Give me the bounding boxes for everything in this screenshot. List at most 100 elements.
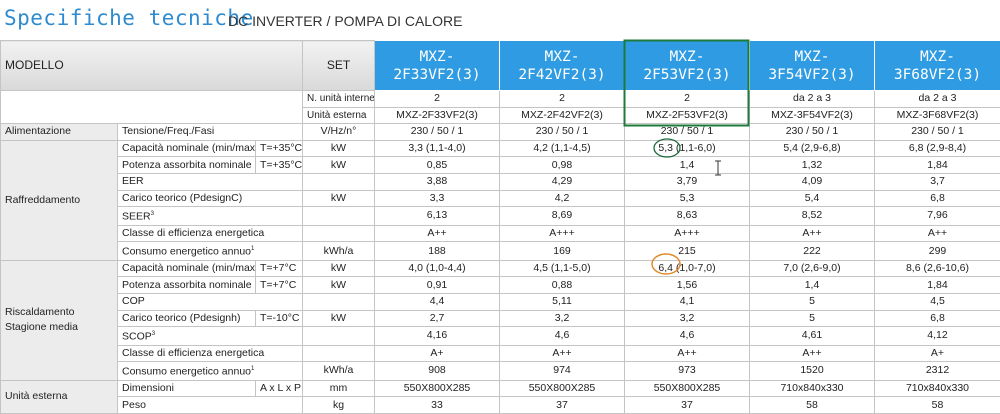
- group-label-line: Riscaldamento: [5, 305, 113, 320]
- model-name-line: 3F68VF2(3): [879, 66, 996, 84]
- parameter-cell: COP: [118, 293, 303, 310]
- footnote-mark: 1: [251, 366, 254, 372]
- spec-value: 2312: [875, 362, 1000, 381]
- footnote-mark: 3: [151, 211, 154, 217]
- header: Specifiche tecniche DC INVERTER / POMPA …: [0, 0, 1000, 40]
- spec-value: 8,52: [750, 207, 875, 226]
- page-title: Specifiche tecniche: [4, 6, 254, 30]
- spec-value: 550X800X285: [625, 380, 750, 397]
- condition: T=+7°C: [256, 277, 303, 294]
- parameter-cell: Potenza assorbita nominale: [118, 277, 256, 294]
- empty-cell: [303, 293, 375, 310]
- model-name-line: MXZ-: [504, 48, 620, 66]
- parameter: Consumo energetico annuo: [122, 246, 251, 258]
- model-header: MXZ-3F54VF2(3): [750, 41, 875, 91]
- empty-cell: [1, 91, 303, 124]
- spec-value: 0,85: [375, 157, 500, 174]
- info-value: 2: [375, 91, 500, 108]
- unit: kW: [303, 140, 375, 157]
- spec-value: A++: [750, 225, 875, 242]
- spec-value: 33: [375, 397, 500, 414]
- parameter-cell: Classe di efficienza energetica: [118, 225, 303, 242]
- model-label: MODELLO: [1, 41, 303, 91]
- empty-cell: [303, 173, 375, 190]
- spec-value: 58: [875, 397, 1000, 414]
- spec-value: 3,2: [500, 310, 625, 327]
- spec-value: 4,5: [875, 293, 1000, 310]
- group-label: Raffreddamento: [1, 140, 118, 260]
- spec-value: 1,4: [625, 157, 750, 174]
- model-header: MXZ-2F53VF2(3): [625, 41, 750, 91]
- spec-value: 8,63: [625, 207, 750, 226]
- parameter: Classe di efficienza energetica: [122, 227, 264, 239]
- parameter-cell: Capacità nominale (min/max): [118, 260, 256, 277]
- spec-value: 1,84: [875, 157, 1000, 174]
- group-label-line: Raffreddamento: [5, 193, 113, 208]
- parameter-cell: Classe di efficienza energetica: [118, 345, 303, 362]
- parameter: Tensione/Freq./Fasi: [122, 125, 214, 137]
- spec-value: 710x840x330: [750, 380, 875, 397]
- model-name-line: MXZ-: [754, 48, 870, 66]
- spec-value: 3,7: [875, 173, 1000, 190]
- footnote-mark: 1: [251, 246, 254, 252]
- spec-value: A++: [500, 345, 625, 362]
- spec-value: 8,6 (2,6-10,6): [875, 260, 1000, 277]
- unit: kW: [303, 260, 375, 277]
- unit: V/Hz/n°: [303, 124, 375, 141]
- spec-value: A++: [750, 345, 875, 362]
- spec-value: A+: [875, 345, 1000, 362]
- unit: kg: [303, 397, 375, 414]
- spec-value: 230 / 50 / 1: [875, 124, 1000, 141]
- info-value: 2: [500, 91, 625, 108]
- spec-value: 4,5 (1,1-5,0): [500, 260, 625, 277]
- condition: T=+35°C: [256, 157, 303, 174]
- spec-value: 1,32: [750, 157, 875, 174]
- parameter: Classe di efficienza energetica: [122, 347, 264, 359]
- model-header: MXZ-2F42VF2(3): [500, 41, 625, 91]
- spec-value: 0,98: [500, 157, 625, 174]
- info-value: MXZ-3F54VF2(3): [750, 107, 875, 124]
- group-label: Unità esterna: [1, 380, 118, 413]
- spec-value: 299: [875, 242, 1000, 261]
- spec-value: 6,8 (2,9-8,4): [875, 140, 1000, 157]
- condition: T=-10°C: [256, 310, 303, 327]
- info-value: MXZ-3F68VF2(3): [875, 107, 1000, 124]
- spec-value: 908: [375, 362, 500, 381]
- spec-value: 4,09: [750, 173, 875, 190]
- group-label: Alimentazione: [1, 124, 118, 141]
- model-name-line: 2F42VF2(3): [504, 66, 620, 84]
- group-label-line: Unità esterna: [5, 389, 113, 404]
- spec-value: 1,56: [625, 277, 750, 294]
- spec-value: 4,2: [500, 190, 625, 207]
- parameter: Potenza assorbita nominale: [122, 159, 252, 171]
- spec-value: 4,12: [875, 327, 1000, 346]
- parameter-cell: EER: [118, 173, 303, 190]
- spec-value: 1520: [750, 362, 875, 381]
- spec-value: 5,3: [625, 190, 750, 207]
- info-value: da 2 a 3: [875, 91, 1000, 108]
- spec-value: A+++: [500, 225, 625, 242]
- spec-value: 1,84: [875, 277, 1000, 294]
- empty-cell: [303, 225, 375, 242]
- unit: mm: [303, 380, 375, 397]
- spec-row: Alimentazione Tensione/Freq./Fasi V/Hz/n° 2…: [1, 124, 1000, 141]
- page-subtitle: DC INVERTER / POMPA DI CALORE: [228, 13, 462, 29]
- spec-value: A+++: [625, 225, 750, 242]
- spec-value: 4,16: [375, 327, 500, 346]
- model-header: MXZ-2F33VF2(3): [375, 41, 500, 91]
- parameter: Carico teorico (PdesignC): [122, 192, 242, 204]
- spec-value: 973: [625, 362, 750, 381]
- spec-value: 4,2 (1,1-4,5): [500, 140, 625, 157]
- spec-value: 5,3 (1,1-6,0): [625, 140, 750, 157]
